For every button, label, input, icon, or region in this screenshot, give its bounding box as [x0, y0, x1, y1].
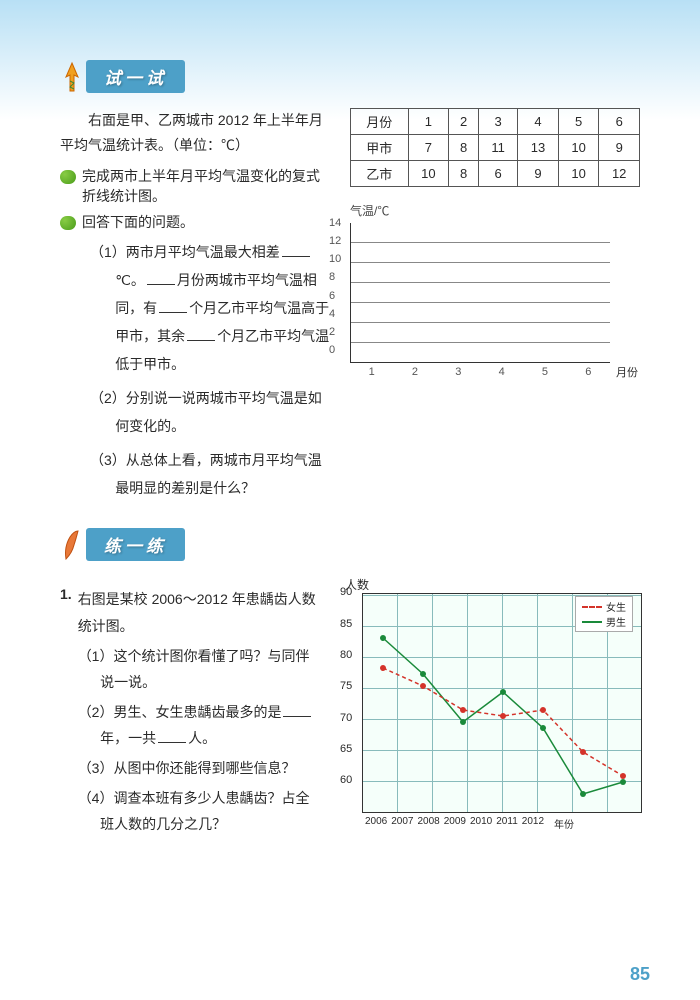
- task2-text: 回答下面的问题。: [82, 212, 194, 232]
- table-row: 月份 1 2 3 4 5 6: [351, 109, 640, 135]
- page-number: 85: [630, 964, 650, 985]
- temperature-table: 月份 1 2 3 4 5 6 甲市 7 8 11 13 10 9 乙市 10 8: [350, 108, 640, 187]
- table-header-cell: 月份: [351, 109, 409, 135]
- chart2-x-labels: 2006 2007 2008 2009 2010 2011 2012 年份: [365, 816, 640, 831]
- task1-text: 完成两市上半年月平均气温变化的复式折线统计图。: [82, 166, 330, 206]
- chart-x-labels: 1 2 3 4 5 6: [350, 366, 610, 378]
- arrow-up-icon: [60, 61, 84, 93]
- bullet-icon: [60, 216, 76, 230]
- sub-question-3: （3）从图中你还能得到哪些信息？: [78, 755, 320, 782]
- bullet-icon: [60, 170, 76, 184]
- blank-field[interactable]: [159, 299, 187, 313]
- blank-field[interactable]: [187, 327, 215, 341]
- try-header-label: 试一试: [86, 60, 185, 93]
- chart2-y-labels: 90858075706560: [340, 586, 352, 786]
- try-section-header: 试一试: [60, 60, 185, 93]
- section1-intro: 右面是甲、乙两城市 2012 年上半年月平均气温统计表。（单位：℃）: [60, 108, 330, 158]
- blank-field[interactable]: [283, 703, 311, 717]
- blank-field[interactable]: [147, 271, 175, 285]
- exercise-1: 1. 右图是某校 2006～2012 年患龋齿人数统计图。 （1）这个统计图你看…: [60, 586, 320, 837]
- sub-question-2: （2）男生、女生患龋齿最多的是年，一共人。: [78, 699, 320, 752]
- exercise-number: 1.: [60, 586, 72, 837]
- practice-header-label: 练一练: [86, 528, 185, 561]
- question-3: （3）从总体上看，两城市月平均气温最明显的差别是什么？: [90, 446, 330, 502]
- blank-field[interactable]: [282, 243, 310, 257]
- section2-layout: 1. 右图是某校 2006～2012 年患龋齿人数统计图。 （1）这个统计图你看…: [60, 576, 640, 837]
- feather-icon: [60, 529, 84, 561]
- task-1: 完成两市上半年月平均气温变化的复式折线统计图。: [60, 166, 330, 206]
- chart-y-labels: 14121086420: [329, 217, 341, 356]
- chart2-y-title: 人数: [345, 576, 640, 593]
- question-2: （2）分别说一说两城市平均气温是如何变化的。: [90, 384, 330, 440]
- chart-lines: [363, 594, 643, 814]
- sub-question-4: （4）调查本班有多少人患龋齿？占全班人数的几分之几？: [78, 785, 320, 838]
- sub-question-1: （1）这个统计图你看懂了吗？与同伴说一说。: [78, 643, 320, 696]
- exercise-intro: 右图是某校 2006～2012 年患龋齿人数统计图。: [78, 591, 316, 634]
- question-1: （1）两市月平均气温最大相差℃。月份两城市平均气温相同，有个月乙市平均气温高于甲…: [90, 238, 330, 378]
- table-row: 乙市 10 8 6 9 10 12: [351, 161, 640, 187]
- temperature-chart: 气温/℃ 14121086420 月份 1 2 3 4 5 6: [350, 202, 640, 378]
- blank-field[interactable]: [158, 729, 186, 743]
- task-2: 回答下面的问题。: [60, 212, 330, 232]
- chart-x-suffix: 月份: [616, 364, 638, 380]
- caries-chart: 人数 90858075706560 女生 男生 2006 2007 2008 2…: [340, 576, 640, 837]
- section1-layout: 右面是甲、乙两城市 2012 年上半年月平均气温统计表。（单位：℃） 完成两市上…: [60, 108, 640, 508]
- chart-y-title: 气温/℃: [350, 202, 640, 219]
- table-row: 甲市 7 8 11 13 10 9: [351, 135, 640, 161]
- practice-section-header: 练一练: [60, 528, 185, 561]
- question-list: （1）两市月平均气温最大相差℃。月份两城市平均气温相同，有个月乙市平均气温高于甲…: [90, 238, 330, 502]
